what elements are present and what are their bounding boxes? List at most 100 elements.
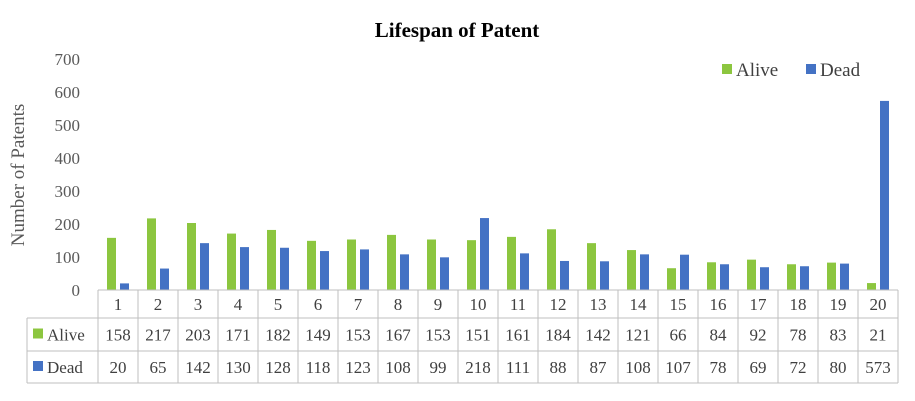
chart-title: Lifespan of Patent	[375, 18, 540, 42]
bar-dead-2	[160, 268, 169, 290]
bar-alive-19	[827, 262, 836, 290]
table-cell-dead: 218	[465, 358, 491, 377]
bar-dead-1	[120, 283, 129, 290]
bar-dead-14	[640, 254, 649, 290]
bar-alive-18	[787, 264, 796, 290]
table-cell-dead: 80	[830, 358, 847, 377]
category-label: 14	[630, 295, 648, 314]
bar-dead-7	[360, 249, 369, 290]
category-label: 11	[510, 295, 526, 314]
bar-alive-13	[587, 243, 596, 290]
bar-dead-16	[720, 264, 729, 290]
table-cell-alive: 158	[105, 326, 131, 345]
category-label: 17	[750, 295, 768, 314]
table-cell-dead: 99	[430, 358, 447, 377]
table-cell-alive: 78	[790, 326, 807, 345]
category-label: 1	[114, 295, 123, 314]
y-tick-label: 200	[55, 215, 81, 234]
table-cell-alive: 161	[505, 326, 531, 345]
table-cell-dead: 20	[110, 358, 127, 377]
bar-dead-9	[440, 257, 449, 290]
table-cell-alive: 121	[625, 326, 651, 345]
y-axis-label: Number of Patents	[8, 104, 29, 246]
legend: Alive Dead	[722, 60, 861, 81]
bar-alive-6	[307, 240, 316, 290]
table-cell-alive: 203	[185, 326, 211, 345]
table-cell-dead: 107	[665, 358, 691, 377]
table-cell-alive: 153	[425, 326, 451, 345]
bar-dead-11	[520, 253, 529, 290]
table-cell-alive: 217	[145, 326, 171, 345]
table-cell-dead: 123	[345, 358, 371, 377]
bar-dead-19	[840, 263, 849, 290]
bar-dead-17	[760, 267, 769, 290]
table-cell-alive: 153	[345, 326, 371, 345]
table-cell-alive: 171	[225, 326, 251, 345]
table-cell-alive: 167	[385, 326, 411, 345]
bar-dead-6	[320, 251, 329, 290]
bar-alive-20	[867, 283, 876, 290]
bar-alive-7	[347, 239, 356, 290]
category-label: 4	[234, 295, 243, 314]
table-cell-alive: 182	[265, 326, 291, 345]
row-key-alive	[33, 328, 43, 339]
table-cell-dead: 108	[385, 358, 411, 377]
legend-swatch-alive	[722, 64, 732, 74]
bar-dead-12	[560, 260, 569, 290]
y-tick-label: 500	[55, 116, 81, 135]
table-cell-alive: 92	[750, 326, 767, 345]
bar-dead-20	[880, 100, 889, 290]
bar-dead-10	[480, 218, 489, 290]
bar-dead-5	[280, 247, 289, 290]
legend-label-alive: Alive	[736, 60, 778, 81]
bar-alive-5	[267, 229, 276, 290]
category-label: 6	[314, 295, 323, 314]
bar-dead-18	[800, 266, 809, 290]
bar-alive-10	[467, 240, 476, 290]
table-cell-dead: 108	[625, 358, 651, 377]
bar-alive-16	[707, 262, 716, 290]
category-label: 3	[194, 295, 203, 314]
bar-alive-9	[427, 239, 436, 290]
bar-alive-14	[627, 250, 636, 290]
table-cell-dead: 118	[306, 358, 331, 377]
table-cell-dead: 87	[590, 358, 608, 377]
bar-dead-4	[240, 247, 249, 290]
y-axis-ticks: 0 100 200 300 400 500 600 700	[55, 50, 81, 300]
bar-alive-8	[387, 234, 396, 290]
y-tick-label: 700	[55, 50, 81, 69]
bar-alive-1	[107, 237, 116, 290]
table-cell-alive: 84	[710, 326, 728, 345]
category-label: 12	[550, 295, 567, 314]
table-cell-alive: 83	[830, 326, 847, 345]
table-cell-dead: 78	[710, 358, 727, 377]
category-label: 5	[274, 295, 283, 314]
table-cell-alive: 21	[870, 326, 887, 345]
category-label: 7	[354, 295, 363, 314]
category-label: 15	[670, 295, 687, 314]
category-label: 2	[154, 295, 163, 314]
legend-label-dead: Dead	[820, 60, 861, 81]
row-key-dead	[33, 361, 43, 371]
table-cell-alive: 142	[585, 326, 611, 345]
category-label: 20	[870, 295, 887, 314]
category-label: 10	[470, 295, 487, 314]
bar-alive-15	[667, 268, 676, 290]
category-label: 19	[830, 295, 847, 314]
bar-alive-12	[547, 229, 556, 290]
row-label-alive: Alive	[47, 326, 85, 345]
table-cell-dead: 65	[150, 358, 167, 377]
bar-dead-8	[400, 254, 409, 290]
y-tick-label: 300	[55, 182, 81, 201]
row-label-dead: Dead	[47, 358, 83, 377]
table-cell-dead: 69	[750, 358, 767, 377]
table-cell-dead: 111	[506, 358, 530, 377]
y-tick-label: 0	[72, 281, 81, 300]
legend-swatch-dead	[806, 64, 816, 74]
bar-alive-11	[507, 236, 516, 290]
table-cell-alive: 184	[545, 326, 571, 345]
table-cell-dead: 128	[265, 358, 291, 377]
table-cell-dead: 88	[550, 358, 567, 377]
